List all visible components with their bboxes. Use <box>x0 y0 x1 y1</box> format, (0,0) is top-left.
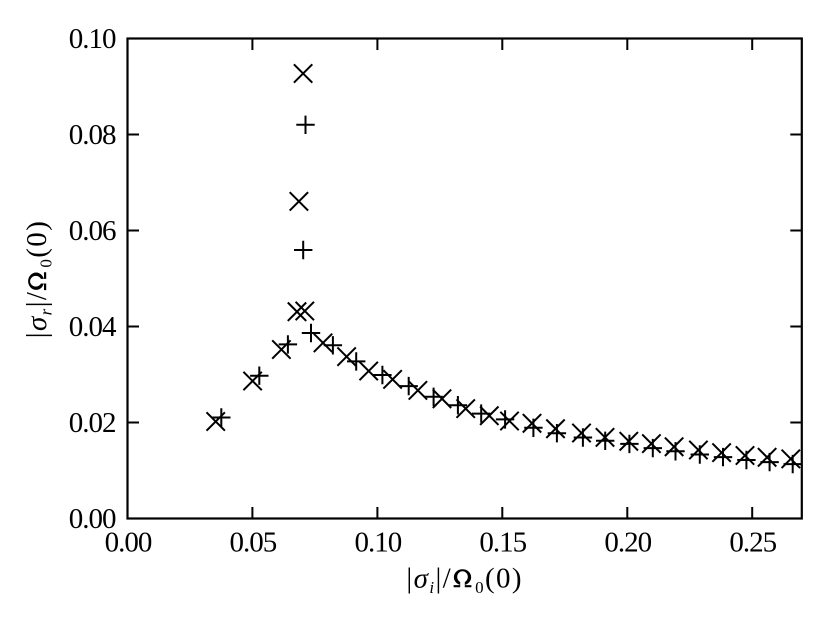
svg-text:0.00: 0.00 <box>69 503 116 535</box>
svg-text:0.10: 0.10 <box>69 23 116 55</box>
svg-text:0.10: 0.10 <box>355 526 402 558</box>
svg-text:0.08: 0.08 <box>69 119 116 151</box>
svg-text:0.00: 0.00 <box>105 526 152 558</box>
svg-text:0.04: 0.04 <box>69 311 117 343</box>
svg-text:0.02: 0.02 <box>69 407 116 439</box>
svg-text:0.20: 0.20 <box>604 526 651 558</box>
svg-text:0.25: 0.25 <box>729 526 776 558</box>
svg-text:0.06: 0.06 <box>69 215 116 247</box>
svg-text:0.05: 0.05 <box>230 526 277 558</box>
svg-text:0.15: 0.15 <box>479 526 526 558</box>
